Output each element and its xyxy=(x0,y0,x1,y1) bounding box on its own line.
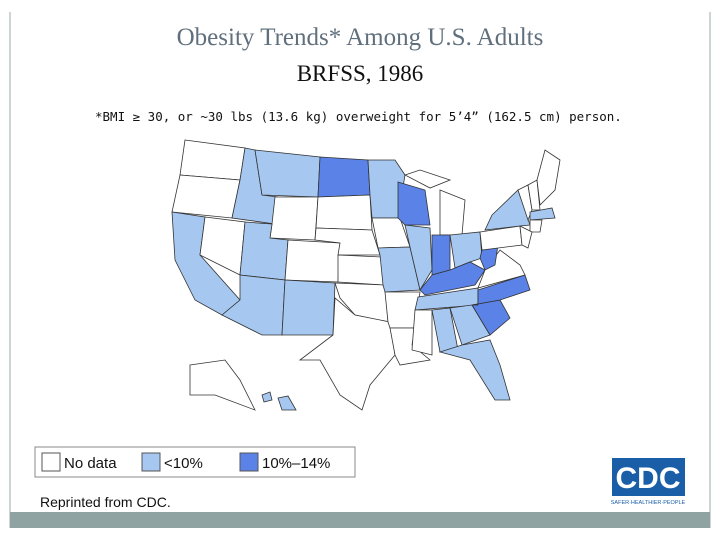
title: Obesity Trends* Among U.S. Adults xyxy=(177,24,544,51)
legend-swatch xyxy=(141,452,161,472)
legend-box xyxy=(34,446,356,478)
us-map xyxy=(171,139,561,411)
legend-label: 10%–14% xyxy=(262,455,330,472)
footer-band xyxy=(10,512,710,528)
logo-box xyxy=(612,458,685,496)
subtitle: BRFSS, 1986 xyxy=(297,61,424,86)
legend-label: <10% xyxy=(164,455,203,472)
legend-swatch xyxy=(41,452,61,472)
footnote: *BMI ≥ 30, or ~30 lbs (13.6 kg) overweig… xyxy=(95,109,622,124)
credit: Reprinted from CDC. xyxy=(40,494,171,510)
legend-swatch xyxy=(239,452,259,472)
legend: No data <10% 10%–14% xyxy=(41,452,330,472)
logo-tagline: SAFER·HEALTHIER·PEOPLE xyxy=(611,500,686,506)
logo-text: CDC xyxy=(616,462,681,495)
legend-label: No data xyxy=(64,455,117,472)
